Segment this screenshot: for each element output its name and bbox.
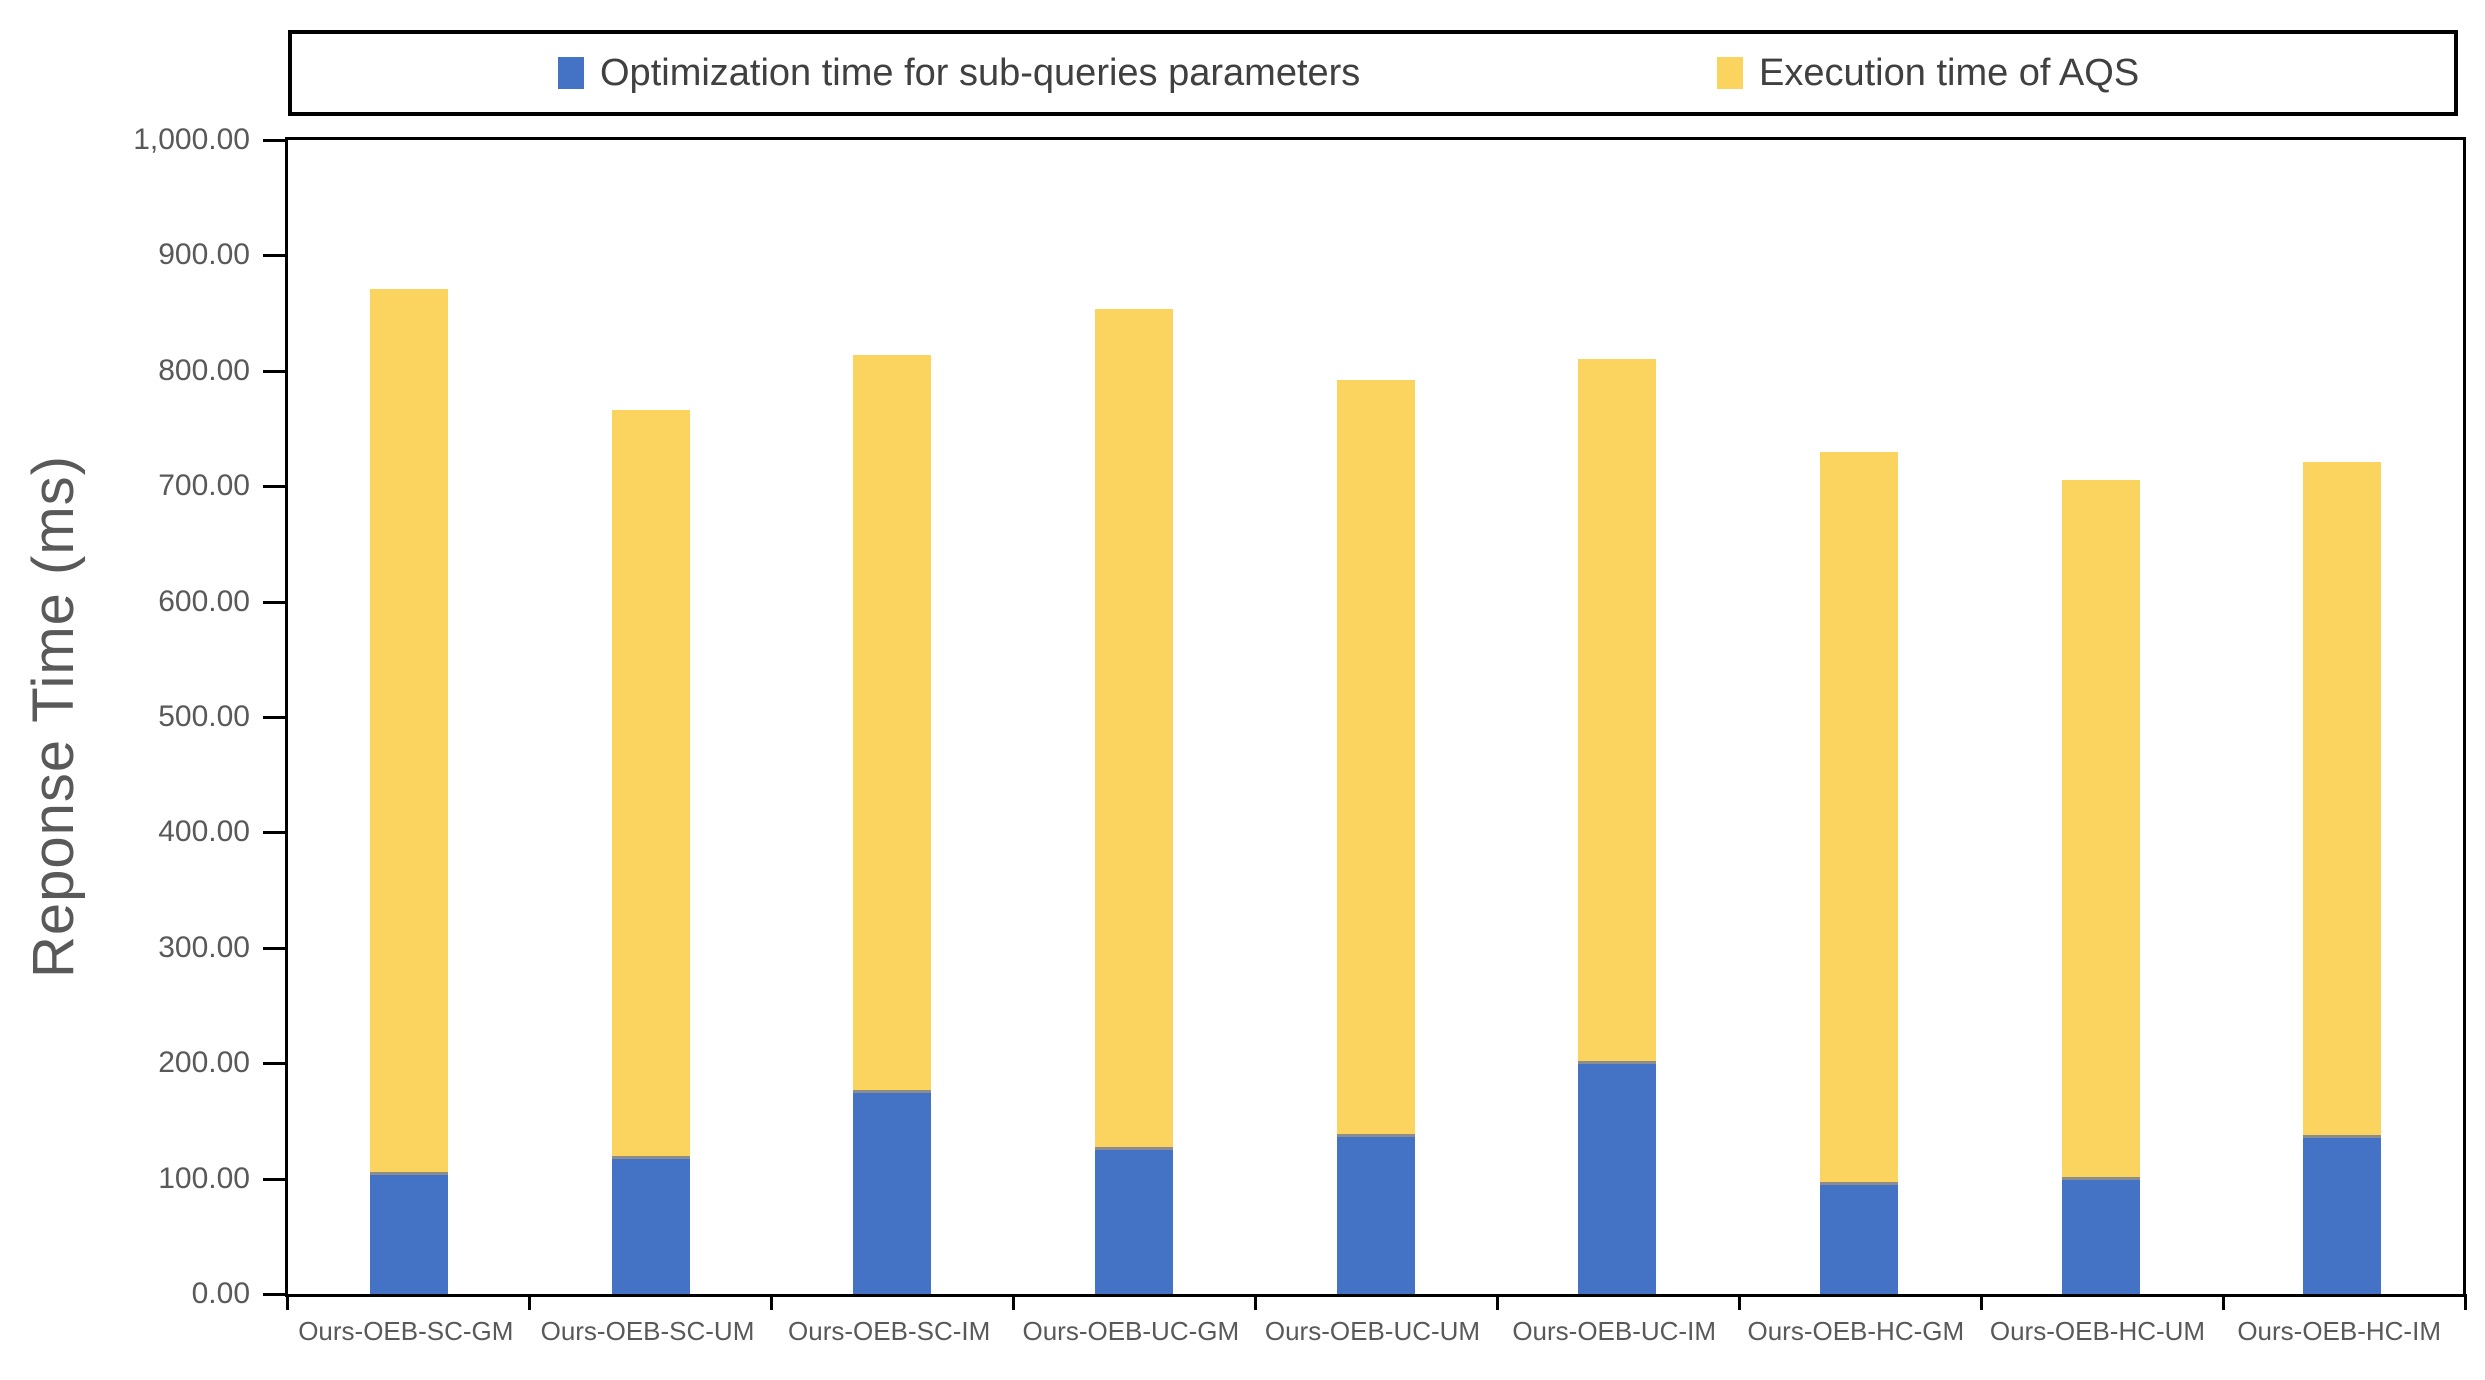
bar-Ours-OEB-HC-IM <box>2303 461 2382 1294</box>
x-tick-mark <box>2222 1294 2225 1310</box>
x-tick-mark <box>2464 1294 2467 1310</box>
y-tick-label: 600.00 <box>158 584 250 618</box>
legend: Optimization time for sub-queries parame… <box>288 30 2458 116</box>
y-tick-mark <box>263 946 285 950</box>
y-tick-label: 200.00 <box>158 1046 250 1080</box>
x-tick-mark <box>1980 1294 1983 1310</box>
bar-segment-execution-time <box>1819 451 1898 1183</box>
x-tick-mark <box>1254 1294 1257 1310</box>
bar-segment-execution-time <box>369 288 448 1172</box>
x-tick-mark <box>528 1294 531 1310</box>
y-tick-mark <box>263 369 285 373</box>
bar-segment-optimization-time <box>1336 1133 1415 1294</box>
x-category-label: Ours-OEB-UC-GM <box>1022 1316 1240 1346</box>
y-tick-label: 900.00 <box>158 238 250 272</box>
bar-segment-optimization-time <box>1578 1060 1657 1294</box>
bar-segment-execution-time <box>2303 461 2382 1135</box>
bar-segment-optimization-time <box>611 1155 690 1294</box>
legend-swatch-blue-icon <box>558 57 584 89</box>
y-tick-mark <box>263 139 285 142</box>
y-tick-mark <box>263 1062 285 1066</box>
bar-segment-optimization-time <box>1819 1182 1898 1294</box>
y-tick-label: 700.00 <box>158 469 250 503</box>
bar-Ours-OEB-HC-UM <box>2061 480 2140 1294</box>
legend-item-optimization-time: Optimization time for sub-queries parame… <box>558 34 1360 112</box>
y-tick-mark <box>263 1293 285 1296</box>
x-category-label: Ours-OEB-SC-IM <box>788 1316 991 1346</box>
legend-label-execution-time: Execution time of AQS <box>1759 51 2140 94</box>
x-category-label: Ours-OEB-UC-UM <box>1264 1316 1481 1346</box>
y-tick-label: 800.00 <box>158 353 250 387</box>
y-tick-mark <box>263 716 285 719</box>
x-category-label: Ours-OEB-SC-GM <box>298 1316 514 1346</box>
legend-item-execution-time: Execution time of AQS <box>1717 34 2139 112</box>
x-category-label: Ours-OEB-UC-IM <box>1512 1316 1716 1346</box>
y-tick-label: 0.00 <box>191 1277 250 1310</box>
bar-Ours-OEB-HC-GM <box>1819 451 1898 1294</box>
x-category-label: Ours-OEB-HC-UM <box>1989 1316 2206 1346</box>
bar-Ours-OEB-SC-IM <box>853 354 932 1294</box>
bar-segment-execution-time <box>1094 308 1173 1148</box>
bar-Ours-OEB-UC-GM <box>1094 308 1173 1294</box>
bar-segment-execution-time <box>1578 359 1657 1061</box>
bar-segment-optimization-time <box>1094 1147 1173 1294</box>
bar-segment-optimization-time <box>853 1089 932 1294</box>
x-tick-mark <box>1496 1294 1499 1310</box>
bar-Ours-OEB-UC-UM <box>1336 380 1415 1294</box>
bar-Ours-OEB-SC-UM <box>611 410 690 1294</box>
y-tick-label: 400.00 <box>158 815 250 849</box>
x-category-label: Ours-OEB-HC-IM <box>2237 1316 2441 1346</box>
bar-segment-execution-time <box>2061 480 2140 1178</box>
x-category-label: Ours-OEB-HC-GM <box>1747 1316 1965 1346</box>
x-tick-mark <box>286 1294 289 1310</box>
y-tick-mark <box>263 1177 285 1181</box>
bar-Ours-OEB-UC-IM <box>1578 359 1657 1294</box>
y-tick-label: 300.00 <box>158 930 250 964</box>
y-tick-mark <box>263 831 285 835</box>
bar-segment-optimization-time <box>369 1171 448 1294</box>
legend-label-optimization-time: Optimization time for sub-queries parame… <box>600 51 1361 94</box>
y-tick-label: 500.00 <box>158 700 250 733</box>
bar-segment-execution-time <box>611 410 690 1156</box>
bar-Ours-OEB-SC-GM <box>369 288 448 1294</box>
bar-segment-optimization-time <box>2061 1177 2140 1294</box>
bar-segment-optimization-time <box>2303 1134 2382 1294</box>
bar-segment-execution-time <box>1336 380 1415 1134</box>
legend-swatch-yellow-icon <box>1717 57 1743 89</box>
y-tick-mark <box>263 254 285 258</box>
bar-segment-execution-time <box>853 354 932 1090</box>
x-category-label: Ours-OEB-SC-UM <box>540 1316 755 1346</box>
y-tick-label: 100.00 <box>158 1161 250 1195</box>
x-tick-mark <box>1738 1294 1741 1310</box>
y-tick-mark <box>263 485 285 489</box>
x-tick-mark <box>1012 1294 1015 1310</box>
plot-area <box>285 137 2466 1297</box>
y-tick-mark <box>263 600 285 604</box>
y-tick-label: 1,000.00 <box>133 123 250 156</box>
x-tick-mark <box>770 1294 773 1310</box>
